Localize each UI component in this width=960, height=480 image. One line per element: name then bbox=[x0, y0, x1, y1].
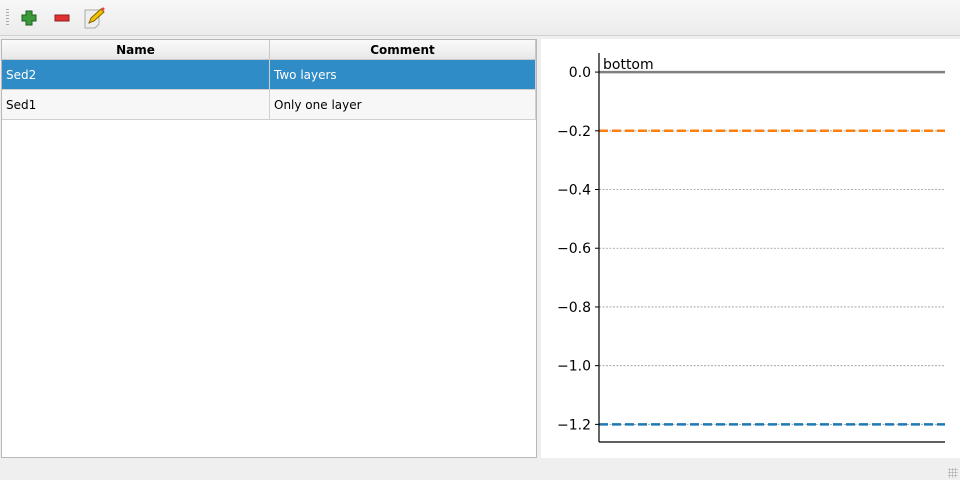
sediment-table: Name Comment Sed2 Two layers Sed1 Only o… bbox=[1, 39, 537, 458]
table-row[interactable]: Sed2 Two layers bbox=[2, 60, 536, 90]
remove-button[interactable] bbox=[50, 6, 74, 30]
cell-comment[interactable]: Two layers bbox=[270, 60, 536, 89]
y-tick-label: −0.6 bbox=[557, 241, 591, 257]
cell-name[interactable]: Sed2 bbox=[2, 60, 270, 89]
edit-button[interactable] bbox=[82, 6, 106, 30]
table-row[interactable]: Sed1 Only one layer bbox=[2, 90, 536, 120]
table-header: Name Comment bbox=[2, 40, 536, 60]
y-tick-label: −1.0 bbox=[557, 359, 591, 375]
y-tick-label: −0.2 bbox=[557, 124, 591, 140]
add-button[interactable] bbox=[17, 6, 41, 30]
cell-name[interactable]: Sed1 bbox=[2, 90, 270, 119]
toolbar bbox=[0, 0, 960, 36]
chart: 0.0 −0.2 −0.4 −0.6 −0.8 −1.0 −1.2 bottom bbox=[557, 53, 945, 443]
plus-icon bbox=[21, 10, 37, 26]
y-tick-label: −0.4 bbox=[557, 183, 591, 199]
cell-comment[interactable]: Only one layer bbox=[270, 90, 536, 119]
y-tick-label: −0.8 bbox=[557, 300, 591, 316]
edit-icon bbox=[84, 7, 105, 29]
toolbar-grip[interactable] bbox=[6, 9, 9, 27]
y-tick-label: −1.2 bbox=[557, 417, 591, 433]
resize-grip[interactable] bbox=[948, 468, 958, 478]
column-header-comment[interactable]: Comment bbox=[270, 40, 536, 59]
line-label: bottom bbox=[603, 57, 654, 73]
plot-panel: 0.0 −0.2 −0.4 −0.6 −0.8 −1.0 −1.2 bottom bbox=[541, 39, 960, 458]
column-header-name[interactable]: Name bbox=[2, 40, 270, 59]
minus-icon bbox=[54, 14, 70, 22]
y-tick-label: 0.0 bbox=[569, 65, 591, 81]
